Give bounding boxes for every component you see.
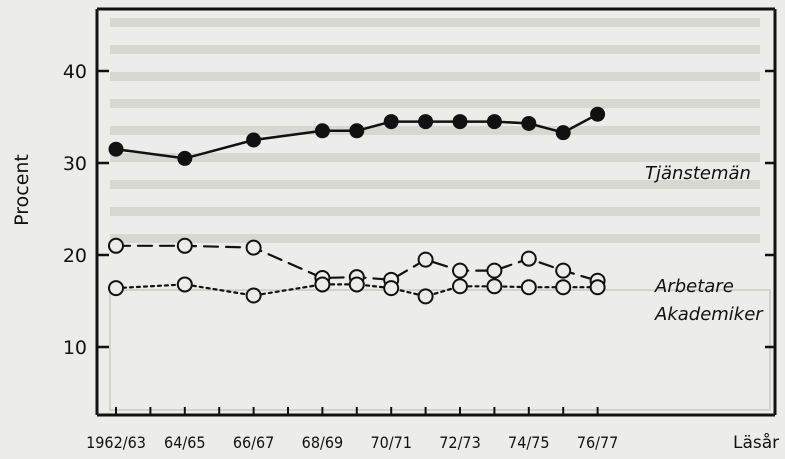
series-label-arbetare: Arbetare bbox=[654, 276, 734, 297]
data-point-0 bbox=[177, 150, 193, 166]
data-point-1 bbox=[555, 262, 572, 279]
bleed-through-line bbox=[110, 99, 760, 108]
data-point-2 bbox=[348, 276, 365, 293]
data-point-0 bbox=[383, 114, 399, 130]
data-point-0 bbox=[521, 115, 537, 131]
y-axis-label: Procent bbox=[11, 154, 33, 226]
data-point-2 bbox=[555, 279, 572, 296]
y-tick-label: 30 bbox=[63, 153, 87, 175]
data-point-2 bbox=[176, 276, 193, 293]
bleed-through-line bbox=[110, 45, 760, 54]
x-axis-label: Läsår bbox=[733, 432, 779, 453]
data-point-0 bbox=[349, 123, 365, 139]
bleed-through-box bbox=[109, 289, 771, 411]
bleed-through-line bbox=[110, 180, 760, 189]
x-tick-label: 74/75 bbox=[508, 433, 549, 452]
data-point-0 bbox=[486, 114, 502, 130]
bleed-through-line bbox=[110, 207, 760, 216]
data-point-0 bbox=[418, 114, 434, 130]
y-tick-label: 10 bbox=[63, 337, 87, 359]
series-markers bbox=[108, 106, 606, 305]
data-point-0 bbox=[555, 125, 571, 141]
series-lines bbox=[114, 112, 599, 298]
data-point-2 bbox=[108, 280, 124, 297]
data-point-1 bbox=[245, 239, 262, 256]
x-tick-label: 64/65 bbox=[164, 433, 205, 452]
data-point-2 bbox=[589, 279, 606, 296]
data-point-1 bbox=[176, 237, 193, 254]
x-tick-label: 72/73 bbox=[439, 433, 480, 452]
bleed-through-line bbox=[110, 126, 760, 135]
data-point-0 bbox=[314, 123, 330, 139]
y-tick-label: 20 bbox=[63, 245, 87, 267]
bleed-through-line bbox=[110, 18, 760, 27]
data-point-2 bbox=[486, 278, 503, 295]
data-point-2 bbox=[520, 279, 537, 296]
bleed-through-line bbox=[110, 234, 760, 243]
x-tick-label: 76/77 bbox=[577, 433, 618, 452]
data-point-0 bbox=[108, 141, 124, 157]
data-point-2 bbox=[452, 278, 468, 295]
data-point-2 bbox=[417, 288, 434, 305]
x-tick-label: 66/67 bbox=[233, 433, 274, 452]
bleed-through-line bbox=[110, 72, 760, 81]
x-tick-label: 70/71 bbox=[370, 433, 411, 452]
data-point-1 bbox=[452, 262, 468, 279]
series-label-tjanstemaen: Tjänstemän bbox=[645, 163, 751, 184]
series-label-akademiker: Akademiker bbox=[654, 304, 764, 325]
data-point-1 bbox=[417, 251, 434, 268]
y-tick-label: 40 bbox=[63, 61, 87, 83]
data-point-0 bbox=[590, 106, 606, 122]
data-point-1 bbox=[486, 262, 503, 279]
x-tick-label: 68/69 bbox=[302, 433, 343, 452]
x-tick-label: 1962/63 bbox=[86, 433, 146, 452]
bleed-through-line bbox=[110, 153, 760, 162]
data-point-2 bbox=[245, 287, 262, 304]
data-point-1 bbox=[108, 237, 124, 254]
data-point-2 bbox=[383, 280, 400, 297]
ticks: 10203040501962/6364/6566/6768/6970/7172/… bbox=[63, 61, 775, 452]
data-point-2 bbox=[314, 276, 331, 293]
data-point-0 bbox=[246, 132, 262, 148]
data-point-1 bbox=[520, 250, 537, 267]
bleed-through-text bbox=[109, 18, 771, 411]
data-point-0 bbox=[452, 114, 468, 130]
